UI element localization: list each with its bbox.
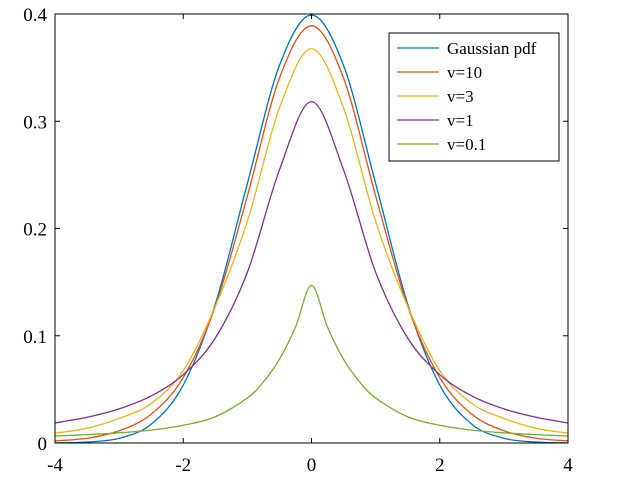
y-tick-label: 0.1 bbox=[23, 327, 47, 348]
x-tick-label: 4 bbox=[563, 455, 573, 476]
y-tick-label: 0.3 bbox=[23, 112, 47, 133]
series-layer bbox=[54, 14, 569, 444]
tick-layer: -4 -2 0 2 4 0 0.1 0.2 0.3 0.4 bbox=[23, 5, 573, 476]
y-tick-label: 0.4 bbox=[23, 5, 47, 26]
x-tick-label: -2 bbox=[175, 455, 191, 476]
series-line-v-3 bbox=[54, 48, 569, 434]
legend-label: v=10 bbox=[447, 63, 482, 82]
series-line-v-0-1 bbox=[54, 284, 569, 437]
legend-label: v=3 bbox=[447, 87, 474, 106]
series-line-v-1 bbox=[54, 100, 569, 424]
y-tick-label: 0 bbox=[38, 434, 48, 455]
series-line-v-10 bbox=[54, 25, 569, 442]
x-tick-label: 0 bbox=[307, 455, 317, 476]
legend: Gaussian pdf v=10 v=3 v=1 v=0.1 bbox=[388, 32, 560, 162]
x-tick-label: -4 bbox=[47, 455, 63, 476]
legend-label: v=1 bbox=[447, 111, 474, 130]
legend-label: v=0.1 bbox=[447, 135, 486, 154]
y-tick-label: 0.2 bbox=[23, 220, 47, 241]
legend-box bbox=[388, 32, 560, 162]
legend-label: Gaussian pdf bbox=[447, 39, 537, 58]
x-tick-label: 2 bbox=[435, 455, 445, 476]
